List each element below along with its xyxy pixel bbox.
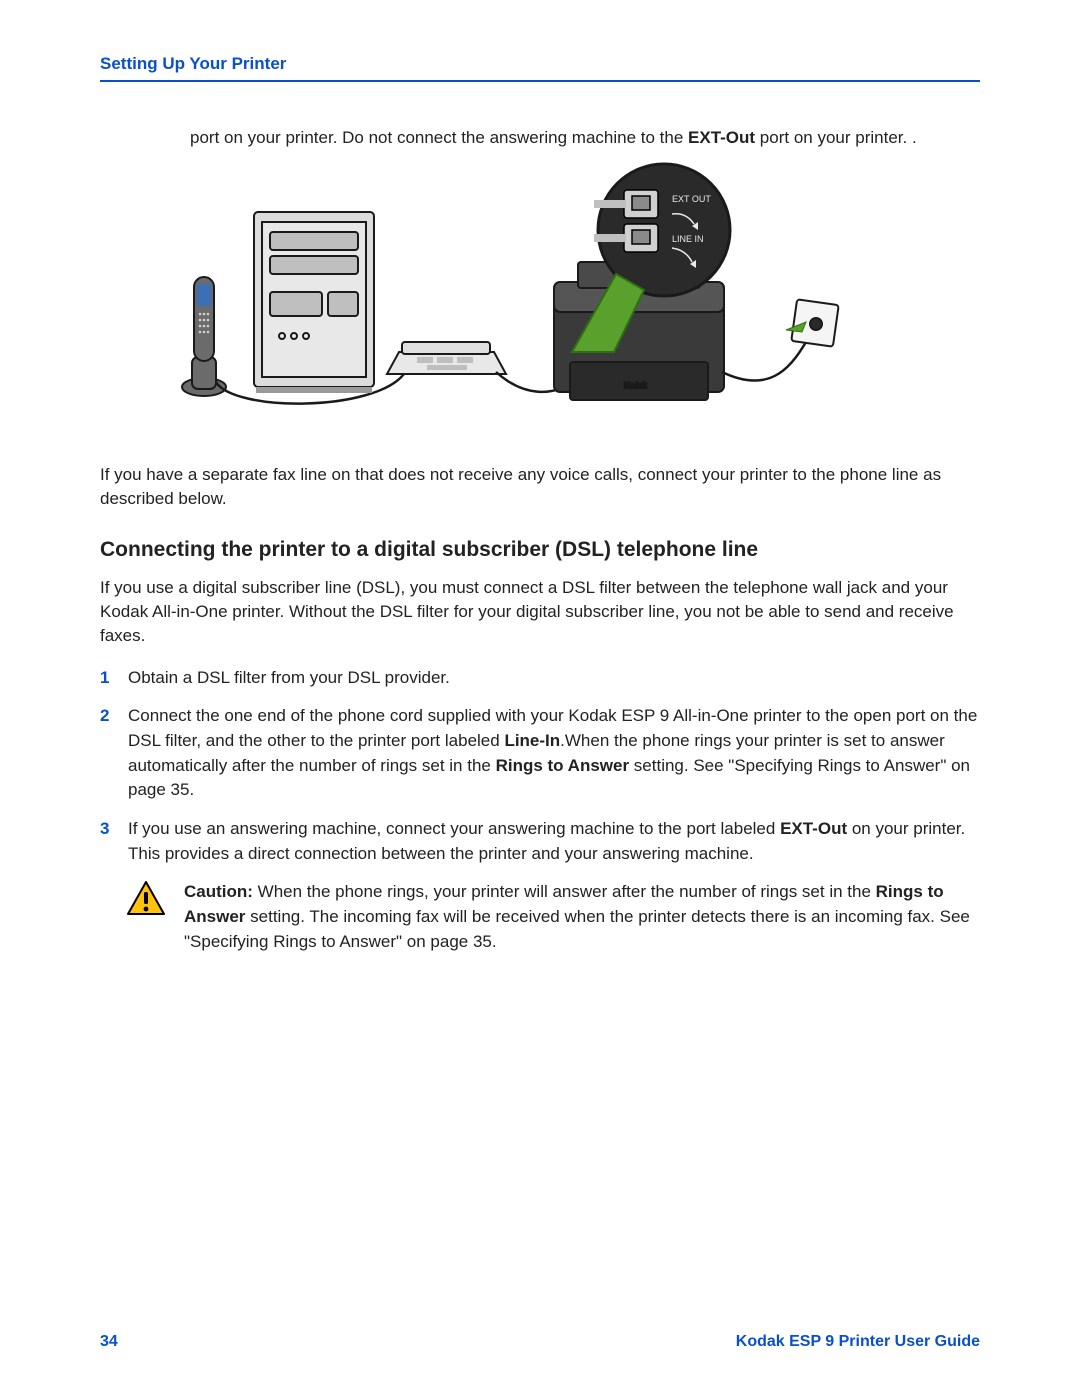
caution-icon [126,880,166,923]
caution-label: Caution: [184,882,253,901]
page-header: Setting Up Your Printer [100,54,980,82]
step-number: 3 [100,817,114,866]
mid-paragraph: If you have a separate fax line on that … [100,463,980,511]
intro-pre: port on your printer. Do not connect the… [190,128,688,147]
page-number: 34 [100,1333,118,1351]
step-text: Obtain a DSL filter from your DSL provid… [128,666,450,691]
list-item: 3 If you use an answering machine, conne… [100,817,980,866]
callout-label-line-in: LINE IN [672,234,704,244]
header-title: Setting Up Your Printer [100,54,980,74]
list-item: 1 Obtain a DSL filter from your DSL prov… [100,666,980,691]
caution-text: Caution: When the phone rings, your prin… [184,880,980,954]
section-heading: Connecting the printer to a digital subs… [100,538,980,562]
intro-bold: EXT-Out [688,128,755,147]
intro-paragraph: port on your printer. Do not connect the… [190,126,980,150]
dsl-intro: If you use a digital subscriber line (DS… [100,576,980,647]
connection-diagram: Kodak [174,162,980,437]
caution-block: Caution: When the phone rings, your prin… [126,880,980,954]
steps-list: 1 Obtain a DSL filter from your DSL prov… [100,666,980,866]
page-content: port on your printer. Do not connect the… [190,126,980,954]
guide-title: Kodak ESP 9 Printer User Guide [736,1333,980,1351]
callout-label-ext-out: EXT OUT [672,194,711,204]
intro-post: port on your printer. . [755,128,917,147]
step-number: 2 [100,704,114,803]
list-item: 2 Connect the one end of the phone cord … [100,704,980,803]
page-footer: 34 Kodak ESP 9 Printer User Guide [100,1333,980,1351]
step-text: Connect the one end of the phone cord su… [128,704,980,803]
svg-text:Kodak: Kodak [624,381,648,390]
step-text: If you use an answering machine, connect… [128,817,980,866]
step-number: 1 [100,666,114,691]
header-rule [100,80,980,82]
